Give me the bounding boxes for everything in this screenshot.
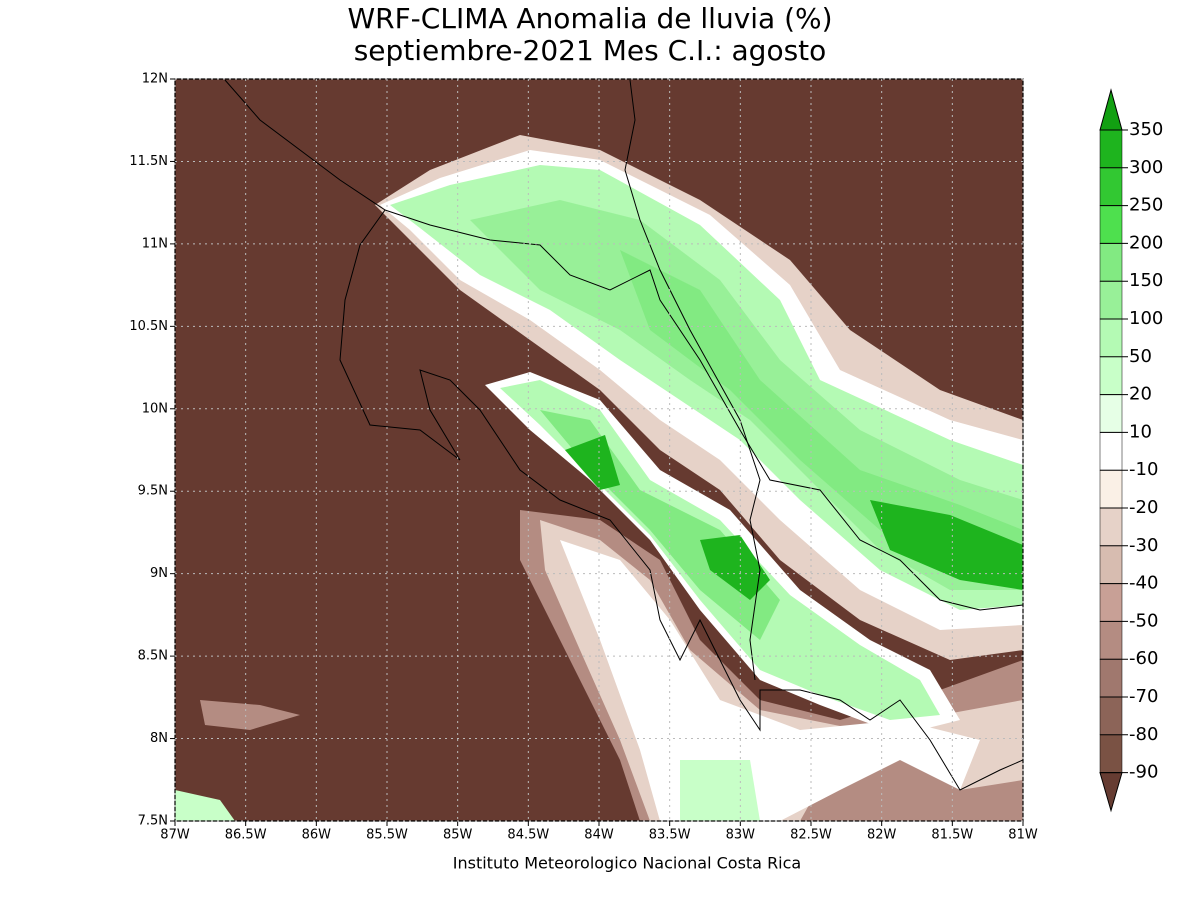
colorbar-label: -20: [1129, 497, 1158, 518]
colorbar-swatch: [1099, 432, 1123, 471]
colorbar-swatch: [1099, 205, 1123, 244]
x-tick-label: 86W: [302, 828, 332, 843]
colorbar-swatch: [1099, 167, 1123, 206]
colorbar-swatch: [1099, 243, 1123, 282]
colorbar-label: 100: [1129, 308, 1163, 329]
y-tick-label: 8.5N: [138, 649, 168, 664]
colorbar-label: -10: [1129, 459, 1158, 480]
colorbar-swatch: [1099, 129, 1123, 169]
title: WRF-CLIMA Anomalia de lluvia (%): [347, 2, 832, 35]
y-tick-label: 10.5N: [129, 319, 168, 334]
coastline: [224, 79, 1023, 791]
colorbar-swatch: [1099, 734, 1123, 773]
colorbar-swatch: [1099, 545, 1123, 584]
colorbar-label: 20: [1129, 384, 1152, 405]
x-tick-label: 83W: [726, 828, 756, 843]
colorbar-label: -40: [1129, 573, 1158, 594]
colorbar-label: 300: [1129, 157, 1163, 178]
y-tick-label: 11N: [142, 236, 168, 251]
credit: Instituto Meteorologico Nacional Costa R…: [453, 854, 801, 873]
colorbar-label: 50: [1129, 346, 1152, 367]
colorbar-swatch: [1099, 469, 1123, 509]
colorbar-label: -50: [1129, 610, 1158, 631]
colorbar-label: -80: [1129, 724, 1158, 745]
x-tick-label: 85W: [443, 828, 473, 843]
colorbar-label: 150: [1129, 270, 1163, 291]
y-tick-label: 10N: [142, 401, 168, 416]
colorbar-swatch: [1099, 318, 1123, 358]
colorbar-swatch: [1099, 356, 1123, 395]
y-tick-label: 8N: [150, 731, 168, 746]
x-tick-label: 84W: [584, 828, 614, 843]
x-tick-label: 81.5W: [931, 828, 973, 843]
x-tick-label: 84.5W: [507, 828, 549, 843]
subtitle: septiembre-2021 Mes C.I.: agosto: [354, 34, 827, 67]
colorbar-label: -60: [1129, 648, 1158, 669]
colorbar-label: 250: [1129, 195, 1163, 216]
colorbar-label: -30: [1129, 535, 1158, 556]
x-tick-label: 83.5W: [649, 828, 691, 843]
colorbar-swatch: [1099, 658, 1123, 698]
colorbar-swatch: [1099, 394, 1123, 433]
colorbar-label: 10: [1129, 421, 1152, 442]
colorbar-label: -70: [1129, 686, 1158, 707]
colorbar-swatch: [1099, 696, 1123, 736]
x-tick-label: 85.5W: [366, 828, 408, 843]
colorbar-label: 350: [1129, 119, 1163, 140]
y-tick-label: 9N: [150, 566, 168, 581]
colorbar-label: 200: [1129, 232, 1163, 253]
x-tick-label: 87W: [160, 828, 190, 843]
x-tick-label: 81W: [1008, 828, 1038, 843]
x-tick-label: 86.5W: [225, 828, 267, 843]
colorbar-label: -90: [1129, 762, 1158, 783]
field: [175, 79, 1023, 821]
y-tick-label: 11.5N: [129, 154, 168, 169]
y-tick-label: 12N: [142, 72, 168, 87]
colorbar-swatch: [1099, 280, 1123, 320]
colorbar-bottom: [1099, 772, 1123, 813]
x-tick-label: 82.5W: [790, 828, 832, 843]
y-tick-label: 7.5N: [138, 814, 168, 829]
colorbar-swatch: [1099, 583, 1123, 622]
colorbar-top: [1099, 88, 1123, 131]
colorbar-swatch: [1099, 507, 1123, 547]
colorbar-swatch: [1099, 621, 1123, 660]
y-tick-label: 9.5N: [138, 484, 168, 499]
x-tick-label: 82W: [867, 828, 897, 843]
